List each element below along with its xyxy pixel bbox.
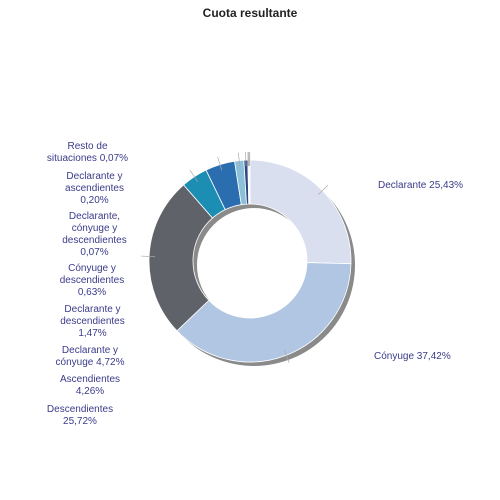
leader-line — [245, 152, 247, 167]
slice-label: Declarante, cónyuge y descendientes 0,07% — [62, 211, 127, 258]
slice-label: Cónyuge 37,42% — [374, 351, 451, 362]
slice-label: Declarante y cónyuge 4,72% — [55, 345, 125, 368]
chart-title: Cuota resultante — [202, 6, 298, 20]
slice-label: Declarante y ascendientes 0,20% — [65, 171, 124, 206]
slice-label: Declarante y descendientes 1,47% — [60, 304, 125, 339]
leader-line — [189, 169, 198, 182]
slice-label: Descendientes 25,72% — [46, 404, 114, 427]
pie-slice — [249, 159, 352, 265]
leader-line — [141, 255, 156, 258]
leader-line — [237, 152, 241, 167]
slice-label: Cónyuge y descendientes 0,63% — [59, 263, 125, 298]
slice-label: Ascendientes 4,26% — [59, 374, 121, 397]
pie-slice — [148, 184, 214, 332]
leader-line — [217, 156, 223, 171]
slice-label: Resto de situaciones 0,07% — [46, 141, 129, 164]
slice-label: Declarante 25,43% — [378, 180, 464, 191]
pie-slice — [176, 262, 352, 363]
leader-line — [283, 349, 290, 363]
leader-line — [317, 184, 329, 195]
